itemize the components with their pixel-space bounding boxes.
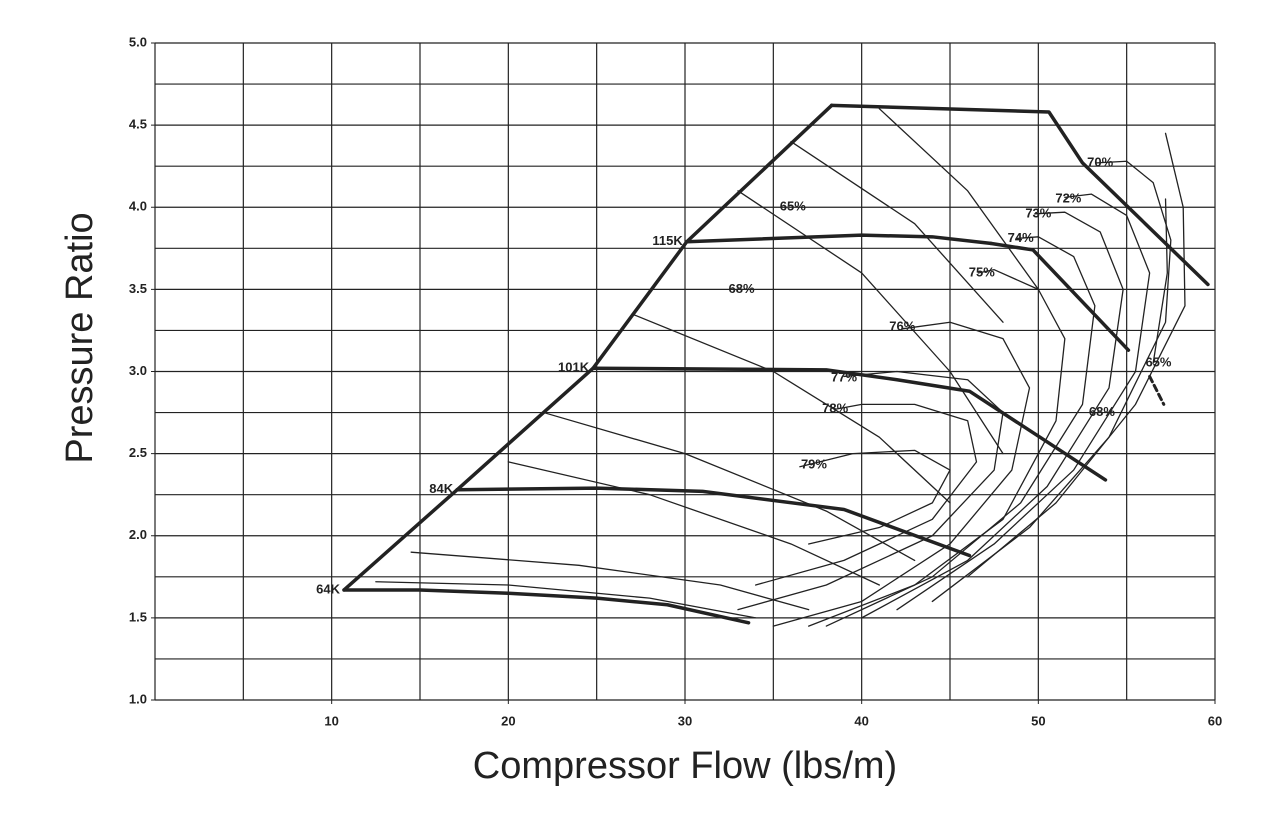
efficiency-label: 65% [780,199,806,214]
x-axis-title: Compressor Flow (lbs/m) [473,745,897,787]
efficiency-label: 76% [889,319,915,334]
efficiency-contour [878,108,1039,291]
efficiency-contour [543,411,916,562]
x-tick-label: 40 [854,713,868,728]
y-tick-label: 1.0 [129,691,147,706]
speed-line [685,233,993,246]
speed-label: 101K [558,360,590,375]
y-tick-label: 3.5 [129,281,147,296]
efficiency-contour [790,140,1004,323]
efficiency-label: 68% [1089,404,1115,419]
map-boundary [342,103,834,592]
map-boundary [829,103,1210,287]
x-tick-label: 20 [501,713,515,728]
efficiency-label: 79% [801,457,827,472]
y-tick-label: 4.5 [129,117,147,132]
efficiency-label: 72% [1055,190,1081,205]
x-tick-label: 50 [1031,713,1045,728]
efficiency-contour [737,370,1004,611]
efficiency-label: 77% [831,370,857,385]
efficiency-label: 74% [1008,230,1034,245]
efficiency-contour [737,190,1004,455]
x-tick-label: 60 [1208,713,1222,728]
efficiency-label: 70% [1087,154,1113,169]
speed-line [591,366,1108,482]
efficiency-label: 75% [969,264,995,279]
speed-line [342,588,751,625]
y-tick-label: 2.0 [129,527,147,542]
efficiency-label: 73% [1025,205,1051,220]
efficiency-label: 65% [1145,355,1171,370]
efficiency-contour [967,132,1186,578]
efficiency-label: 68% [729,281,755,296]
efficiency-contour [375,581,757,619]
y-tick-label: 1.5 [129,609,147,624]
speed-label: 64K [316,581,340,596]
efficiency-contour [772,321,1031,627]
efficiency-contour [825,236,1096,627]
efficiency-contour [896,193,1151,611]
efficiency-contour [631,313,951,504]
dashed-line [1148,374,1166,406]
y-tick-label: 4.0 [129,199,147,214]
y-tick-label: 3.0 [129,363,147,378]
efficiency-contour [410,551,810,611]
speed-label: 115K [652,233,683,248]
speed-label: 84K [429,481,453,496]
efficiency-contour [1152,198,1168,364]
x-tick-label: 30 [678,713,692,728]
efficiency-contour [931,160,1172,603]
efficiency-contour [755,403,978,586]
y-tick-label: 2.5 [129,445,147,460]
efficiency-contour [799,449,951,545]
efficiency-contour [808,269,1066,627]
map-boundary [988,241,1131,352]
efficiency-label: 78% [822,401,848,416]
y-axis-title: Pressure Ratio [59,212,101,463]
x-tick-label: 10 [324,713,338,728]
y-tick-label: 5.0 [129,34,147,49]
speed-line [455,486,972,558]
efficiency-contour [507,461,880,586]
